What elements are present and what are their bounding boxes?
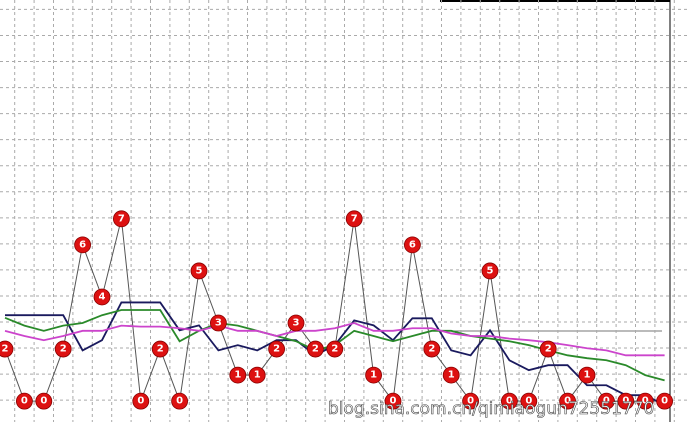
data-label: 2 — [273, 344, 280, 355]
data-label: 1 — [370, 370, 377, 381]
marker — [248, 366, 266, 384]
marker — [93, 288, 111, 306]
data-label: 6 — [409, 239, 416, 250]
data-label: 2 — [60, 344, 67, 355]
marker — [306, 340, 324, 358]
marker — [365, 366, 383, 384]
data-label: 7 — [118, 213, 125, 224]
marker — [656, 392, 673, 410]
data-label: 0 — [390, 396, 397, 407]
data-label: 0 — [525, 396, 532, 407]
marker — [578, 366, 596, 384]
marker — [326, 340, 344, 358]
data-label: 1 — [234, 370, 241, 381]
data-label: 3 — [215, 318, 222, 329]
data-label: 5 — [196, 265, 203, 276]
marker — [539, 340, 557, 358]
data-label: 2 — [312, 344, 319, 355]
marker — [520, 392, 538, 410]
marker — [229, 366, 247, 384]
data-label: 1 — [448, 370, 455, 381]
marker — [209, 314, 227, 332]
data-label: 4 — [99, 291, 106, 302]
data-label: 0 — [137, 396, 144, 407]
data-label: 0 — [21, 396, 28, 407]
watermark: blog.sina.com.cn/qimiaogun72551770 — [328, 399, 654, 419]
data-label: 0 — [467, 396, 474, 407]
marker — [15, 392, 33, 410]
data-label: 0 — [622, 396, 629, 407]
marker — [74, 236, 91, 254]
marker — [559, 392, 576, 410]
marker — [132, 392, 150, 410]
data-label: 1 — [584, 370, 591, 381]
data-label: 2 — [157, 344, 164, 355]
marker — [0, 340, 14, 358]
data-label: 0 — [603, 396, 610, 407]
marker — [384, 392, 402, 410]
marker — [423, 340, 441, 358]
marker — [636, 392, 654, 410]
marker — [442, 366, 460, 384]
series-line — [4, 322, 665, 357]
marker — [171, 392, 189, 410]
data-label: 5 — [487, 265, 494, 276]
marker — [481, 262, 499, 280]
marker — [500, 392, 518, 410]
data-label: 0 — [176, 396, 183, 407]
marker — [617, 392, 635, 410]
data-label: 0 — [40, 396, 47, 407]
marker — [54, 340, 72, 358]
marker — [287, 314, 305, 332]
marker — [462, 392, 480, 410]
marker — [345, 210, 363, 228]
data-label: 6 — [79, 239, 86, 250]
data-label: 0 — [642, 396, 649, 407]
data-label: 2 — [428, 344, 435, 355]
marker — [151, 340, 169, 358]
data-label: 2 — [2, 344, 9, 355]
marker — [403, 236, 421, 254]
data-label: 3 — [293, 318, 300, 329]
marker — [598, 392, 615, 410]
data-label: 0 — [506, 396, 513, 407]
lines — [4, 218, 666, 406]
marker — [268, 340, 286, 358]
marker — [35, 392, 53, 410]
data-label: 2 — [331, 344, 338, 355]
data-label: 0 — [661, 396, 668, 407]
data-label: 0 — [564, 396, 571, 407]
data-label: 2 — [545, 344, 552, 355]
data-label: 7 — [351, 213, 358, 224]
marker — [190, 262, 208, 280]
marker — [113, 210, 130, 228]
data-label: 1 — [254, 370, 261, 381]
